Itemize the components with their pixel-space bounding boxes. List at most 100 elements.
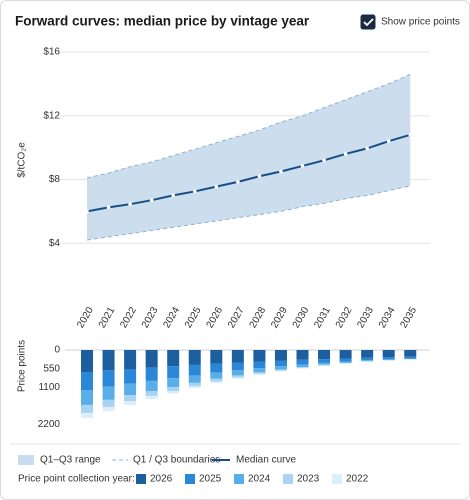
bar-segment bbox=[253, 373, 266, 375]
legend-swatch bbox=[332, 474, 342, 484]
bar-segment bbox=[382, 350, 395, 358]
bar-segment bbox=[188, 364, 201, 376]
bar-segment bbox=[318, 359, 331, 363]
y-tick-label: 0 bbox=[54, 345, 60, 356]
checkbox[interactable] bbox=[360, 14, 376, 30]
y-axis-label: Price points bbox=[17, 340, 28, 392]
bar-segment bbox=[296, 367, 309, 369]
checkbox-label[interactable]: Show price points bbox=[381, 17, 460, 28]
bar-segment bbox=[210, 378, 223, 382]
bar-segment bbox=[339, 358, 352, 362]
bar-segment bbox=[404, 356, 417, 359]
bar-segment bbox=[231, 362, 244, 371]
bar-segment bbox=[361, 357, 374, 361]
bar-segment bbox=[81, 350, 93, 373]
median-point bbox=[192, 189, 197, 194]
bar-segment bbox=[167, 386, 180, 392]
bar-segment bbox=[167, 350, 180, 367]
legend-swatch bbox=[234, 474, 244, 484]
legend-label: Q1 / Q3 boundaries bbox=[133, 455, 220, 466]
bar-segment bbox=[102, 370, 115, 387]
bar-segment bbox=[231, 377, 244, 379]
bar-segment bbox=[296, 350, 309, 360]
bar-segment bbox=[296, 359, 309, 365]
bar-segment bbox=[318, 364, 331, 366]
bar-segment bbox=[274, 366, 287, 370]
median-point bbox=[279, 169, 283, 174]
bar-segment bbox=[318, 362, 331, 365]
bar-segment bbox=[382, 357, 395, 360]
median-point bbox=[257, 174, 262, 179]
bar-segment bbox=[167, 391, 180, 394]
bar-segment bbox=[102, 399, 115, 407]
bar-segment bbox=[210, 381, 223, 384]
bar-segment bbox=[361, 360, 374, 362]
bar-segment bbox=[124, 383, 137, 396]
bar-segment bbox=[296, 367, 309, 368]
boundary-line bbox=[86, 185, 411, 241]
median-point bbox=[322, 158, 326, 163]
median-point bbox=[149, 198, 154, 202]
bar-segment bbox=[145, 380, 158, 392]
bar-segment bbox=[361, 350, 374, 358]
bar-segment bbox=[210, 363, 223, 373]
median-line bbox=[86, 133, 411, 213]
bar-segment bbox=[253, 368, 266, 373]
bar-segment bbox=[339, 350, 352, 359]
bar-segment bbox=[210, 372, 223, 379]
bar-segment bbox=[274, 369, 287, 371]
bar-segment bbox=[188, 350, 201, 365]
median-point bbox=[408, 133, 413, 137]
y-tick-label: $12 bbox=[43, 110, 60, 121]
boundary-line bbox=[86, 73, 411, 179]
bar-segment bbox=[253, 350, 266, 362]
bar-segment bbox=[124, 401, 137, 405]
bar-segment bbox=[231, 370, 244, 376]
bar-segment bbox=[102, 406, 115, 412]
bar-segment bbox=[102, 350, 115, 371]
median-point bbox=[106, 205, 111, 210]
legend-label: Median curve bbox=[236, 455, 296, 466]
bar-segment bbox=[167, 378, 180, 387]
range-area bbox=[87, 74, 411, 241]
median-point bbox=[85, 209, 89, 214]
bar-segment bbox=[124, 368, 137, 384]
bar-segment bbox=[188, 386, 201, 389]
y-tick-label: 2200 bbox=[38, 419, 61, 430]
median-point bbox=[236, 180, 240, 184]
bar-segment bbox=[81, 413, 93, 419]
bar-segment bbox=[210, 350, 223, 364]
show-points-toggle[interactable]: Show price points bbox=[360, 14, 460, 30]
median-point bbox=[128, 202, 132, 206]
bar-segment bbox=[81, 372, 93, 391]
bar-segment bbox=[145, 396, 158, 400]
legend-label: 2024 bbox=[248, 474, 271, 485]
legend-swatch bbox=[136, 474, 146, 484]
y-axis-label: $/tCO₂e bbox=[17, 142, 28, 178]
bar-segment bbox=[145, 367, 158, 381]
legend-label: 2022 bbox=[346, 474, 369, 485]
legend-swatch bbox=[283, 474, 293, 484]
bar-segment bbox=[124, 350, 137, 369]
bar-segment bbox=[382, 359, 395, 361]
bar-segment bbox=[274, 350, 287, 361]
median-point bbox=[300, 164, 305, 168]
y-tick-label: 1100 bbox=[38, 382, 60, 393]
checkmark bbox=[363, 18, 374, 27]
bar-segment bbox=[188, 375, 201, 383]
bar-segment bbox=[124, 395, 137, 402]
bar-segment bbox=[253, 361, 266, 369]
y-tick-label: $4 bbox=[49, 238, 61, 249]
bar-segment bbox=[102, 386, 115, 400]
bar-segment bbox=[145, 391, 158, 397]
median-point bbox=[343, 152, 348, 156]
legend-swatch bbox=[185, 474, 195, 484]
y-tick-label: 550 bbox=[43, 363, 60, 374]
chart-title: Forward curves: median price by vintage … bbox=[15, 14, 310, 29]
bar-segment bbox=[231, 350, 244, 363]
bar-segment bbox=[404, 358, 417, 360]
median-point bbox=[171, 193, 175, 198]
legend-label: 2023 bbox=[297, 474, 320, 485]
